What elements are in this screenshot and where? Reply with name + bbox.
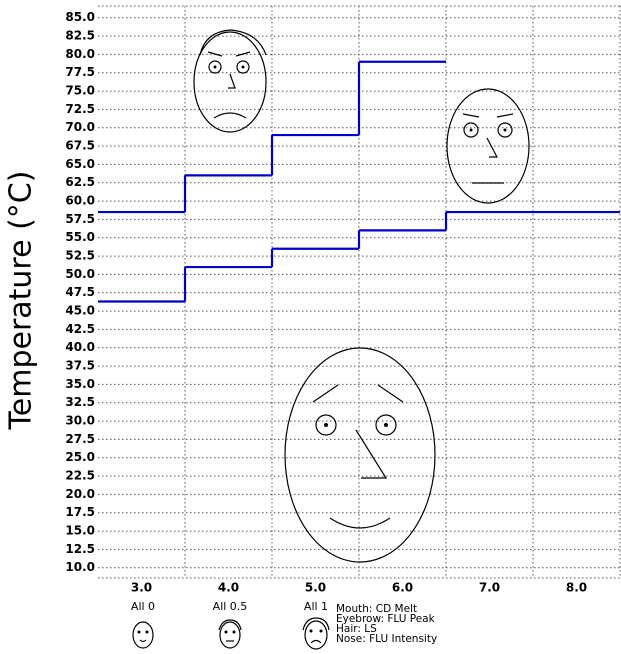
y-tick-label: 17.5	[65, 505, 95, 519]
y-tick-label: 65.0	[65, 157, 95, 171]
legend-feature: Nose: FLU Intensity	[336, 633, 437, 645]
legend-feature: Hair: LS	[336, 623, 377, 635]
y-tick-label: 30.0	[65, 414, 95, 428]
legend-feature: Mouth: CD Melt	[336, 603, 417, 615]
face	[284, 347, 436, 563]
y-tick-label: 52.5	[65, 249, 95, 263]
chernoff-faces	[132, 29, 530, 650]
y-tick-label: 15.0	[65, 524, 95, 538]
y-tick-label: 22.5	[65, 469, 95, 483]
legend-label: All 0	[131, 600, 155, 613]
legend-label: All 1	[304, 600, 328, 613]
y-tick-label: 70.0	[65, 120, 95, 134]
y-tick-label: 32.5	[65, 395, 95, 409]
y-tick-label: 77.5	[65, 65, 95, 79]
x-tick-label: 6.0	[392, 581, 413, 595]
y-tick-label: 85.0	[65, 10, 95, 24]
x-tick-label: 7.0	[479, 581, 500, 595]
y-axis-label: Temperature (°C)	[4, 171, 39, 431]
y-tick-label: 60.0	[65, 194, 95, 208]
legend-label: All 0.5	[213, 600, 248, 613]
y-tick-label: 62.5	[65, 175, 95, 189]
x-tick-label: 5.0	[305, 581, 326, 595]
y-tick-label: 20.0	[65, 487, 95, 501]
legend-face	[132, 621, 154, 649]
face	[446, 88, 530, 204]
y-tick-label: 72.5	[65, 102, 95, 116]
y-tick-label: 80.0	[65, 47, 95, 61]
y-tick-label: 37.5	[65, 359, 95, 373]
y-tick-label: 25.0	[65, 450, 95, 464]
y-tick-label: 12.5	[65, 542, 95, 556]
y-tick-label: 27.5	[65, 432, 95, 446]
y-tick-label: 10.0	[65, 560, 95, 574]
face	[193, 29, 267, 133]
y-tick-label: 40.0	[65, 340, 95, 354]
x-tick-label: 4.0	[218, 581, 239, 595]
x-tick-label: 3.0	[131, 581, 152, 595]
y-tick-label: 82.5	[65, 29, 95, 43]
legend-feature: Eyebrow: FLU Peak	[336, 613, 436, 625]
legend-face	[302, 617, 330, 650]
y-tick-label: 57.5	[65, 212, 95, 226]
y-tick-label: 35.0	[65, 377, 95, 391]
y-tick-label: 47.5	[65, 285, 95, 299]
y-tick-label: 50.0	[65, 267, 95, 281]
legend-face	[218, 619, 242, 649]
x-tick-label: 8.0	[566, 581, 587, 595]
y-tick-label: 42.5	[65, 322, 95, 336]
y-tick-label: 55.0	[65, 230, 95, 244]
y-tick-label: 45.0	[65, 304, 95, 318]
y-tick-label: 67.5	[65, 139, 95, 153]
y-tick-label: 75.0	[65, 84, 95, 98]
